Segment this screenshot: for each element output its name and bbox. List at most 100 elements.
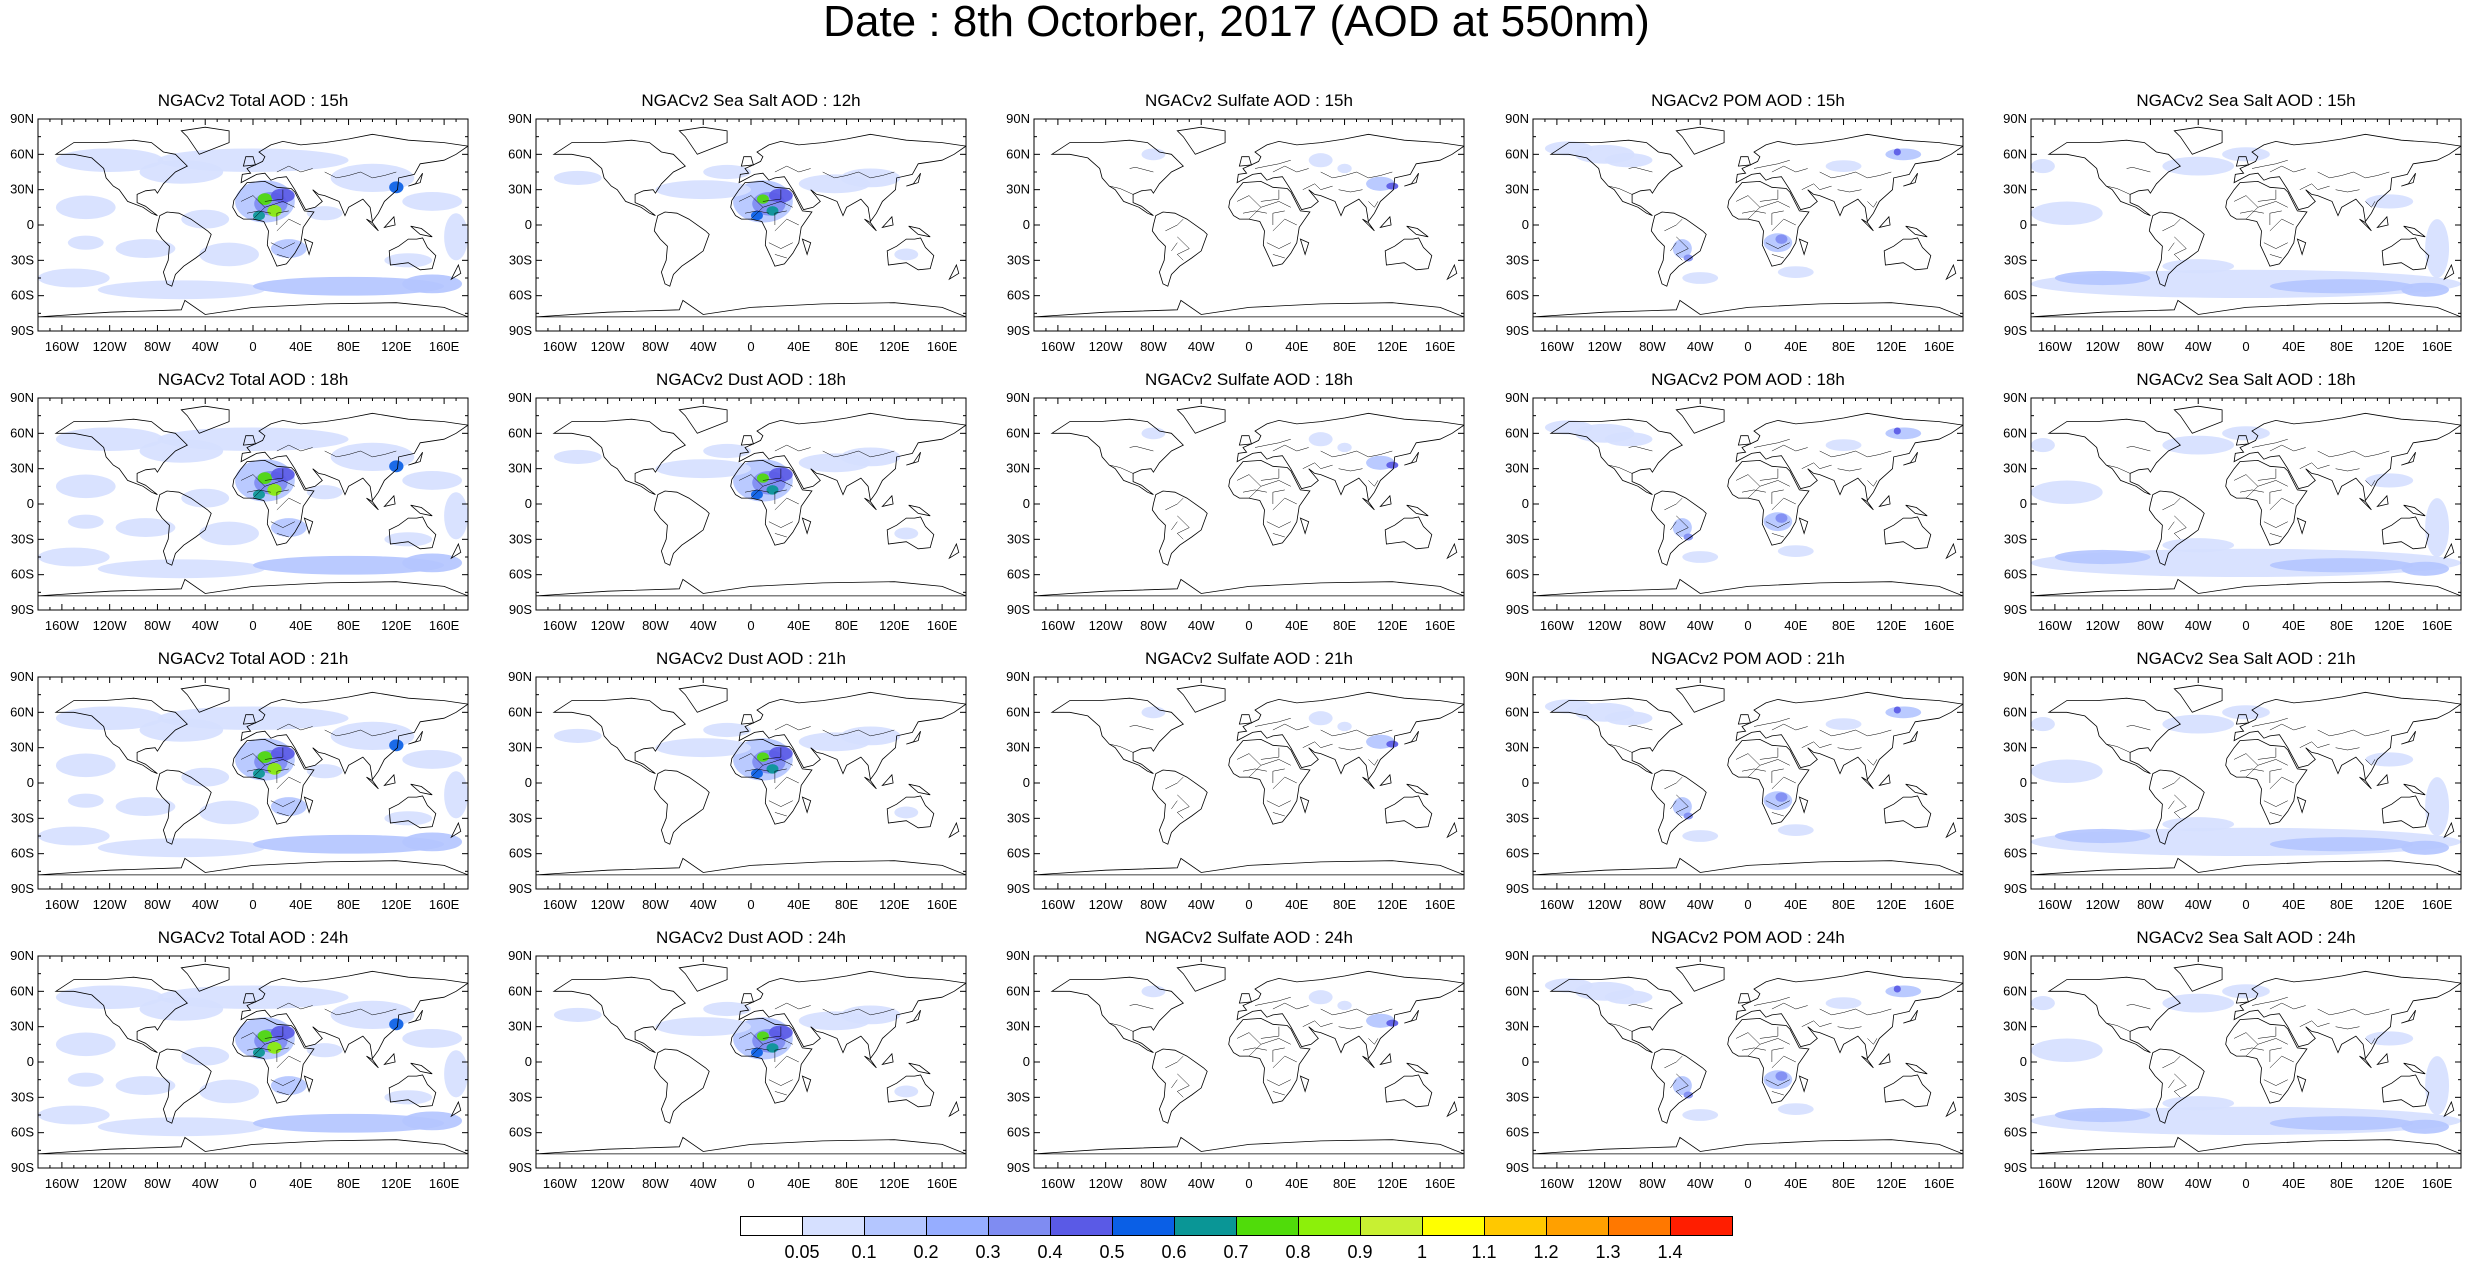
lat-label: 0 (2020, 496, 2027, 511)
figure-title: Date : 8th Octorber, 2017 (AOD at 550nm) (823, 0, 1650, 46)
lon-label: 120W (1089, 618, 1124, 633)
lon-label: 80W (642, 897, 669, 912)
country-border (1254, 717, 1291, 727)
lon-label: 80E (1333, 339, 1356, 354)
country-border (1801, 741, 1832, 748)
map-axes: 90N 60N 30N 0 30S 60S 90S 160W 120W 80W 40W 0 40E 80E… (2003, 111, 2461, 354)
aod-contour (55, 985, 164, 1009)
coastline (1861, 776, 1874, 790)
lon-label: 80E (337, 897, 360, 912)
coastline (2225, 1017, 2308, 1104)
aod-contour (894, 248, 919, 261)
map-panel-4: NGACv2 POM AOD : 15h 90N 60N 30N 0 30S 60S 90S 1… (1495, 91, 2005, 368)
country-border (774, 210, 787, 225)
lon-label: 40E (2282, 1176, 2305, 1191)
coastline (948, 821, 960, 839)
country-border (762, 189, 782, 202)
country-border (774, 1047, 787, 1062)
lat-label: 0 (1522, 1054, 1529, 1069)
coastline (2235, 435, 2249, 446)
country-border (276, 444, 313, 452)
map-axes: 90N 60N 30N 0 30S 60S 90S 160W 120W 80W 40W 0 40E 80E… (508, 390, 966, 633)
lat-label: 90S (1007, 602, 1030, 617)
lon-label: 120E (1377, 339, 1408, 354)
coastline (1878, 494, 1891, 508)
lon-label: 40E (787, 897, 810, 912)
coastline (1151, 490, 1208, 566)
country-border (2257, 747, 2277, 760)
coastline (881, 215, 894, 229)
lat-label: 90N (1505, 390, 1529, 405)
lon-label: 160W (543, 1176, 578, 1191)
coastline (1905, 225, 1928, 238)
coastline (864, 776, 877, 790)
country-borders (240, 723, 397, 817)
country-border (1771, 444, 1808, 452)
lon-label: 0 (1245, 339, 1252, 354)
coastline (1236, 691, 1464, 781)
aod-contour (67, 1072, 104, 1087)
coastline (450, 263, 462, 281)
lon-label: 0 (249, 339, 256, 354)
country-border (1260, 747, 1280, 760)
coastline (740, 714, 754, 725)
country-border (744, 768, 769, 772)
country-border (246, 489, 271, 493)
coastline (1905, 783, 1928, 796)
coastline (1406, 225, 1429, 238)
country-border (2168, 800, 2175, 810)
aod-contour (1386, 461, 1399, 469)
country-border (1771, 210, 1784, 225)
aod-contour (2365, 1031, 2414, 1046)
aod-contour (55, 474, 116, 499)
aod-contour (181, 767, 230, 787)
coastline (1798, 517, 1809, 535)
lon-label: 40W (690, 1176, 717, 1191)
lon-label: 160E (1425, 618, 1456, 633)
country-border (2126, 446, 2151, 452)
lon-label: 80W (642, 339, 669, 354)
coastline (240, 133, 468, 223)
lon-label: 160E (1425, 339, 1456, 354)
world-map: 90N 60N 30N 0 30S 60S 90S 160W 120W 80W 40W 0 40E 80E… (10, 390, 469, 633)
lon-label: 80E (835, 897, 858, 912)
aod-contour (2269, 558, 2414, 573)
country-border (2335, 468, 2360, 472)
lon-label: 40W (1687, 618, 1714, 633)
aod-shading (1544, 141, 1922, 284)
aod-contour (1777, 1103, 1814, 1115)
map-background (1034, 956, 1464, 1168)
lon-label: 80W (2137, 618, 2164, 633)
country-border (2239, 768, 2264, 772)
country-border (324, 450, 397, 458)
country-border (2257, 1026, 2277, 1039)
country-border (276, 165, 313, 173)
lat-label: 90S (509, 602, 532, 617)
aod-contour (1683, 812, 1694, 820)
aod-contour (2425, 219, 2450, 278)
country-border (1254, 996, 1291, 1006)
country-border (2257, 189, 2277, 202)
lat-label: 60S (509, 846, 532, 861)
country-border (774, 1055, 799, 1069)
lon-label: 0 (1245, 618, 1252, 633)
colorbar-label: 0.2 (913, 1242, 939, 1262)
coastline (948, 263, 960, 281)
country-border (774, 1091, 787, 1096)
aod-contour (55, 427, 164, 451)
aod-contour (384, 811, 433, 826)
country-border (1771, 1047, 1784, 1062)
lat-label: 30S (2004, 810, 2027, 825)
lat-label: 30N (10, 461, 34, 476)
lon-label: 160E (927, 618, 958, 633)
lon-label: 0 (2242, 1176, 2249, 1191)
country-border (1771, 497, 1796, 511)
coastline (242, 993, 256, 1004)
country-border (1302, 462, 1333, 469)
country-border (774, 165, 811, 173)
country-border (1765, 800, 1790, 807)
colorbar-swatch (1670, 1216, 1733, 1236)
map-panel-17: NGACv2 Dust AOD : 24h 90N 60N 30N 0 30S 60S 90S… (498, 928, 1008, 1205)
aod-contour (1682, 551, 1719, 563)
aod-contour (55, 1032, 116, 1057)
